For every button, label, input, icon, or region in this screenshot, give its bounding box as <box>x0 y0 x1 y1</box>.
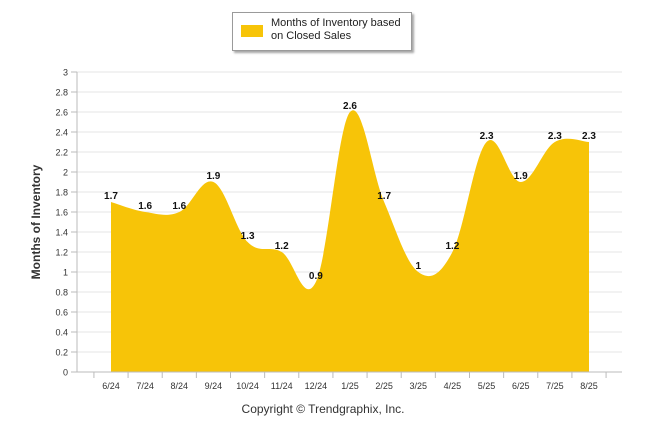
x-tick-label: 11/24 <box>271 381 293 391</box>
legend: Months of Inventory based on Closed Sale… <box>232 12 412 51</box>
y-tick-label: 1.2 <box>55 248 68 258</box>
data-label: 1.2 <box>275 241 289 252</box>
series-area <box>111 110 589 372</box>
y-tick-label: 1.8 <box>55 188 68 198</box>
y-tick-label: 0.6 <box>55 308 68 318</box>
y-tick-label: 1 <box>63 268 68 278</box>
y-tick-label: 2.4 <box>55 128 68 138</box>
y-tick-label: 1.4 <box>55 228 68 238</box>
data-label: 2.6 <box>343 101 357 112</box>
x-tick-label: 8/25 <box>580 381 598 391</box>
data-label: 1.9 <box>514 171 528 182</box>
y-tick-label: 2.8 <box>55 88 68 98</box>
data-label: 0.9 <box>309 271 323 282</box>
data-label: 2.3 <box>582 131 596 142</box>
x-tick-label: 10/24 <box>236 381 259 391</box>
y-axis-ticks: 0 0.2 0.4 0.6 0.8 1 1.2 1.4 1.6 1.8 2 2.2 2.4 2.6 2.8 3 <box>55 68 77 378</box>
data-label: 1.6 <box>138 201 152 212</box>
x-tick-label: 7/24 <box>136 381 154 391</box>
y-tick-label: 1.6 <box>55 208 68 218</box>
y-tick-label: 0.8 <box>55 288 68 298</box>
x-tick-label: 7/25 <box>546 381 564 391</box>
legend-swatch <box>241 25 263 37</box>
x-tick-label: 2/25 <box>375 381 393 391</box>
legend-label-line-1: Months of Inventory based <box>271 17 411 30</box>
x-tick-label: 1/25 <box>341 381 359 391</box>
x-tick-label: 4/25 <box>444 381 462 391</box>
y-tick-label: 2 <box>63 168 68 178</box>
y-tick-label: 2.6 <box>55 108 68 118</box>
data-label: 1 <box>416 261 422 272</box>
legend-label: Months of Inventory based on Closed Sale… <box>271 17 411 43</box>
legend-label-line-2: on Closed Sales <box>271 30 411 43</box>
x-tick-label: 3/25 <box>410 381 428 391</box>
y-tick-label: 3 <box>63 68 68 78</box>
x-tick-label: 6/24 <box>102 381 120 391</box>
x-tick-label: 8/24 <box>171 381 189 391</box>
y-tick-label: 2.2 <box>55 148 68 158</box>
data-label: 2.3 <box>548 131 562 142</box>
data-label: 1.2 <box>445 241 459 252</box>
copyright-text: Copyright © Trendgraphix, Inc. <box>0 402 646 416</box>
data-label: 2.3 <box>480 131 494 142</box>
x-axis-ticks: 6/24 7/24 8/24 9/24 10/24 11/24 12/24 1/25 2/25 3… <box>77 372 622 391</box>
x-tick-label: 6/25 <box>512 381 530 391</box>
series-area-path <box>111 110 589 372</box>
x-tick-label: 9/24 <box>205 381 223 391</box>
x-tick-label: 5/25 <box>478 381 496 391</box>
y-tick-label: 0.4 <box>55 328 68 338</box>
data-label: 1.6 <box>172 201 186 212</box>
data-label: 1.9 <box>206 171 220 182</box>
y-axis-title: Months of Inventory <box>29 164 43 279</box>
y-tick-label: 0 <box>63 368 68 378</box>
y-tick-label: 0.2 <box>55 348 68 358</box>
data-label: 1.3 <box>241 231 255 242</box>
data-label: 1.7 <box>104 191 118 202</box>
x-tick-label: 12/24 <box>305 381 328 391</box>
data-label: 1.7 <box>377 191 391 202</box>
